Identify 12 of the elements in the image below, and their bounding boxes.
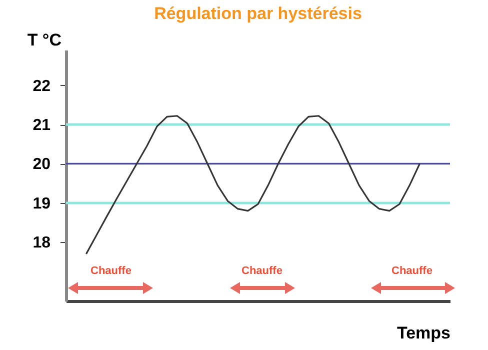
y-tick-label: 20 (32, 156, 51, 174)
y-tick-label: 19 (32, 195, 51, 212)
annotation: Chauffe (242, 265, 282, 277)
chart-title: Régulation par hystérésis (154, 4, 362, 23)
line-series (85, 115, 420, 255)
y-tick-label: 21 (32, 117, 51, 134)
y-tick-label: 22 (32, 78, 51, 95)
annotation: Chauffe (90, 265, 132, 277)
x-axis-title: Temps (396, 324, 450, 342)
annotation: Chauffe (392, 265, 432, 277)
y-tick-label: 18 (32, 234, 51, 252)
y-axis-title: T °C (27, 30, 62, 50)
